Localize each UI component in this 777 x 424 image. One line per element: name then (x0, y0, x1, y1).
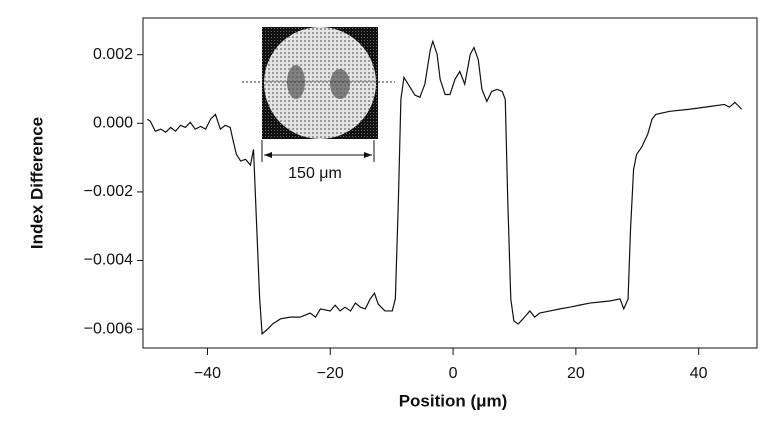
x-tick-label: −20 (317, 365, 344, 382)
y-axis-title: Index Difference (27, 117, 46, 249)
y-tick-label: −0.006 (84, 320, 133, 337)
x-axis-title: Position (μm) (399, 391, 508, 410)
y-tick-label: −0.002 (84, 183, 133, 200)
data-line (146, 39, 743, 336)
inset-image (242, 27, 395, 162)
annotation: 150 μm (288, 165, 342, 182)
x-tick-label: 40 (690, 365, 708, 382)
y-tick-label: 0.000 (93, 115, 133, 132)
x-tick-label: 20 (567, 365, 585, 382)
y-tick-label: −0.004 (84, 252, 133, 269)
y-tick-label: 0.002 (93, 46, 133, 63)
x-tick-label: 0 (449, 365, 458, 382)
x-tick-label: −40 (194, 365, 221, 382)
plot-frame (142, 17, 758, 349)
